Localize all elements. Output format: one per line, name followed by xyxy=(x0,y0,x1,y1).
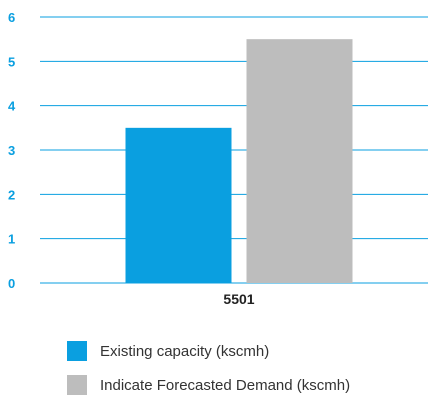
y-tick-label: 5 xyxy=(8,54,15,69)
legend-item-existing-capacity: Existing capacity (kscmh) xyxy=(67,341,350,361)
bar-forecasted-demand xyxy=(246,39,353,283)
y-tick-label: 0 xyxy=(8,276,15,291)
legend-swatch-existing-capacity xyxy=(67,341,87,361)
legend-label-existing-capacity: Existing capacity (kscmh) xyxy=(100,342,270,360)
legend: Existing capacity (kscmh) Indicate Forec… xyxy=(67,341,350,409)
y-tick-label: 3 xyxy=(8,143,15,158)
legend-swatch-forecasted-demand xyxy=(67,375,87,395)
legend-label-forecasted-demand: Indicate Forecasted Demand (kscmh) xyxy=(100,376,351,394)
bars xyxy=(125,39,353,283)
y-tick-label: 1 xyxy=(8,232,15,247)
y-axis-ticks: 0 1 2 3 4 5 6 xyxy=(8,10,16,291)
x-tick-label: 5501 xyxy=(223,291,254,307)
x-axis-ticks: 5501 xyxy=(223,291,254,307)
gridlines xyxy=(40,16,428,284)
y-tick-label: 6 xyxy=(8,10,15,25)
bar-chart: 0 1 2 3 4 5 6 5501 xyxy=(8,10,428,307)
y-tick-label: 4 xyxy=(8,99,16,114)
y-tick-label: 2 xyxy=(8,187,15,202)
bar-existing-capacity xyxy=(125,127,232,283)
legend-item-forecasted-demand: Indicate Forecasted Demand (kscmh) xyxy=(67,375,350,395)
